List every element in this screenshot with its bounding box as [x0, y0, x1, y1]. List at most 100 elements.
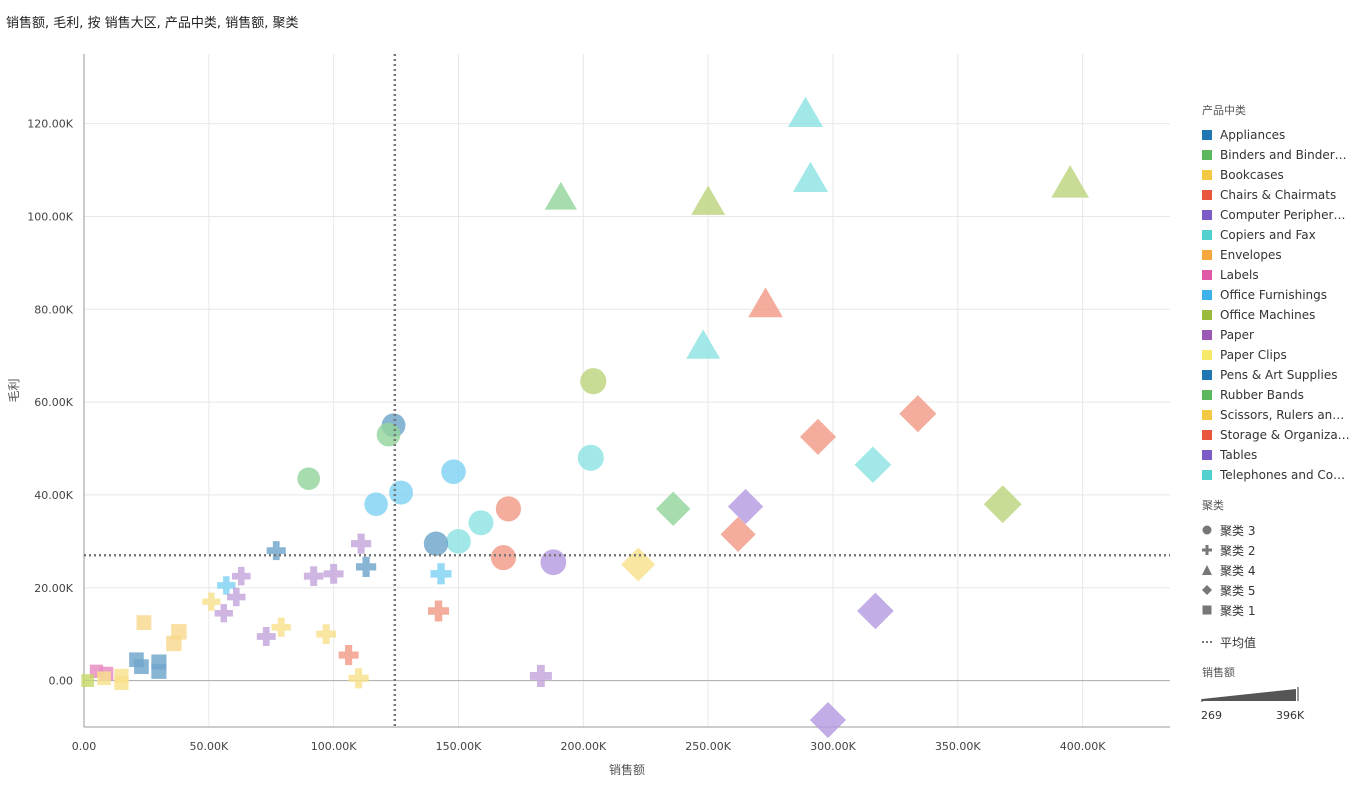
- data-point-diamond: [799, 418, 836, 455]
- color-swatch-icon: [1202, 450, 1212, 460]
- size-legend-max: 396K: [1276, 709, 1305, 722]
- x-tick-label: 0.00: [72, 740, 97, 753]
- color-swatch-icon: [1202, 170, 1212, 180]
- data-point-circle: [441, 459, 466, 485]
- cluster-legend-label: 聚类 4: [1220, 563, 1256, 578]
- data-point-cross: [217, 576, 236, 595]
- legend-label: Rubber Bands: [1220, 388, 1304, 402]
- data-point-cross: [351, 533, 372, 554]
- color-swatch-icon: [1202, 470, 1212, 480]
- legend-item[interactable]: Office Machines: [1200, 305, 1350, 325]
- legend-item[interactable]: Appliances: [1200, 125, 1350, 145]
- data-point-circle: [580, 368, 607, 395]
- legend-label: Storage & Organization: [1220, 428, 1350, 442]
- cluster-legend-label: 聚类 1: [1220, 603, 1256, 618]
- y-tick-label: 120.00K: [27, 118, 73, 131]
- legend-item[interactable]: Computer Peripherals: [1200, 205, 1350, 225]
- legend-label: Scissors, Rulers and Tr...: [1220, 408, 1350, 422]
- shape-legend-title: 聚类: [1202, 499, 1224, 512]
- color-swatch-icon: [1202, 150, 1212, 160]
- legend-item[interactable]: Rubber Bands: [1200, 385, 1350, 405]
- size-legend-title: 销售额: [1202, 666, 1235, 679]
- data-point-cross: [323, 563, 344, 584]
- cluster-legend-item[interactable]: 聚类 2: [1200, 540, 1350, 560]
- data-point-circle: [490, 545, 517, 571]
- data-point-cross: [338, 645, 359, 666]
- data-point-cross: [271, 617, 291, 637]
- data-point-square: [97, 671, 111, 686]
- data-point-cross: [232, 566, 251, 586]
- size-ramp-icon: [1201, 687, 1299, 702]
- data-point-cross: [430, 563, 452, 585]
- x-axis-title: 销售额: [609, 762, 645, 777]
- x-tick-label: 50.00K: [189, 740, 228, 753]
- legend-item[interactable]: Scissors, Rulers and Tr...: [1200, 405, 1350, 425]
- legend-item[interactable]: Office Furnishings: [1200, 285, 1350, 305]
- legend-label: Office Machines: [1220, 308, 1316, 322]
- cluster-legend-item[interactable]: 聚类 3: [1200, 520, 1350, 540]
- data-point-cross: [529, 664, 552, 687]
- x-tick-label: 150.00K: [436, 740, 482, 753]
- cluster-legend-label: 聚类 5: [1220, 583, 1256, 598]
- x-tick-label: 300.00K: [810, 740, 856, 753]
- data-point-square: [81, 674, 95, 687]
- legend-label: Envelopes: [1220, 248, 1282, 262]
- data-point-cross: [227, 587, 246, 607]
- size-legend-ramp: 269 396K: [1200, 687, 1350, 722]
- cluster-legend-item[interactable]: 聚类 4: [1200, 560, 1350, 580]
- data-point-triangle: [792, 161, 829, 193]
- x-tick-label: 400.00K: [1060, 740, 1106, 753]
- color-swatch-icon: [1202, 390, 1212, 400]
- legend-label: Paper: [1220, 328, 1254, 342]
- data-point-triangle: [686, 329, 721, 359]
- data-point-square: [171, 624, 187, 640]
- legend-item[interactable]: Binders and Binder Ac...: [1200, 145, 1350, 165]
- average-legend-label: 平均值: [1220, 635, 1257, 650]
- x-tick-label: 200.00K: [560, 740, 606, 753]
- legend-label: Copiers and Fax: [1220, 228, 1316, 242]
- data-point-circle: [423, 531, 449, 556]
- cluster-legend-item[interactable]: 聚类 5: [1200, 580, 1350, 600]
- legend-label: Chairs & Chairmats: [1220, 188, 1337, 202]
- data-point-triangle: [544, 181, 577, 210]
- legend-label: Paper Clips: [1220, 348, 1287, 362]
- data-point-triangle: [748, 287, 783, 318]
- legend-label: Pens & Art Supplies: [1220, 368, 1338, 382]
- legend-item[interactable]: Paper: [1200, 325, 1350, 345]
- y-tick-label: 0.00: [49, 675, 74, 688]
- legend-label: Tables: [1220, 448, 1258, 462]
- legend-item[interactable]: Telephones and Com...: [1200, 465, 1350, 485]
- square-icon: [1202, 605, 1212, 615]
- legend-item[interactable]: Storage & Organization: [1200, 425, 1350, 445]
- chart-title: 销售额, 毛利, 按 销售大区, 产品中类, 销售额, 聚类: [6, 16, 299, 31]
- color-swatch-icon: [1202, 370, 1212, 380]
- y-tick-label: 100.00K: [27, 210, 73, 223]
- data-point-square: [136, 615, 152, 630]
- legend-item[interactable]: Tables: [1200, 445, 1350, 465]
- legend-item[interactable]: Bookcases: [1200, 165, 1350, 185]
- legend-item[interactable]: Pens & Art Supplies: [1200, 365, 1350, 385]
- data-point-diamond: [655, 491, 691, 527]
- data-point-cross: [303, 566, 324, 586]
- color-swatch-icon: [1202, 330, 1212, 340]
- cluster-legend-item[interactable]: 聚类 1: [1200, 600, 1350, 620]
- color-legend-title: 产品中类: [1202, 104, 1246, 117]
- triangle-icon: [1202, 565, 1212, 575]
- data-point-circle: [376, 422, 401, 447]
- size-legend-min: 269: [1201, 709, 1222, 722]
- legend-item[interactable]: Copiers and Fax: [1200, 225, 1350, 245]
- cluster-legend-label: 聚类 2: [1220, 543, 1256, 558]
- legend-item[interactable]: Chairs & Chairmats: [1200, 185, 1350, 205]
- data-point-circle: [495, 496, 522, 522]
- legend-item[interactable]: Labels: [1200, 265, 1350, 285]
- y-tick-label: 80.00K: [34, 303, 73, 316]
- legend-item[interactable]: Paper Clips: [1200, 345, 1350, 365]
- legend-label: Binders and Binder Ac...: [1220, 148, 1350, 162]
- data-point-cross: [266, 541, 286, 561]
- legend-label: Office Furnishings: [1220, 288, 1328, 302]
- color-swatch-icon: [1202, 250, 1212, 260]
- average-legend-item: 平均值: [1200, 632, 1350, 652]
- legend-label: Computer Peripherals: [1220, 208, 1350, 222]
- data-point-diamond: [720, 516, 756, 552]
- legend-item[interactable]: Envelopes: [1200, 245, 1350, 265]
